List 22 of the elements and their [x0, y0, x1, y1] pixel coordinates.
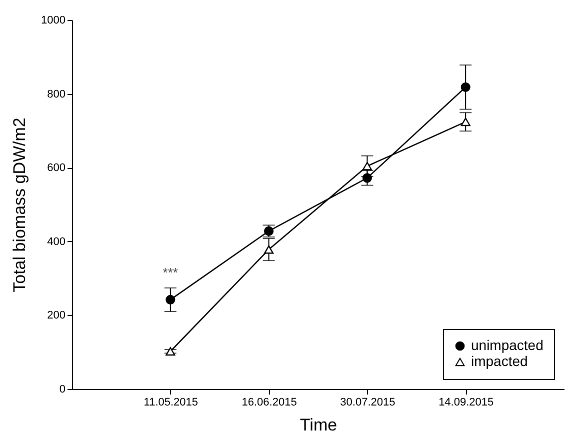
point: [166, 294, 176, 304]
legend-label: impacted: [471, 353, 528, 369]
x-tick-label: 30.07.2015: [340, 396, 396, 408]
x-tick-label: 11.05.2015: [144, 396, 198, 408]
point: [264, 245, 274, 254]
y-axis-title: Total biomass gDW/m2: [10, 118, 30, 292]
y-tick-label: 600: [47, 162, 66, 174]
y-tick-label: 400: [47, 236, 66, 248]
y-tick-label: 200: [47, 310, 66, 322]
point: [362, 162, 372, 170]
point: [460, 118, 470, 126]
legend-label: unimpacted: [471, 337, 544, 353]
x-tick-label: 14.09.2015: [438, 396, 494, 408]
annotation: ***: [162, 264, 178, 280]
y-tick-label: 1000: [41, 14, 66, 26]
x-axis-title: Time: [300, 416, 338, 434]
point: [460, 82, 470, 92]
y-tick-label: 800: [47, 88, 66, 100]
y-tick-label: 0: [59, 384, 66, 396]
x-tick-label: 16.06.2015: [242, 396, 297, 408]
point: [166, 347, 176, 356]
point: [362, 173, 372, 183]
